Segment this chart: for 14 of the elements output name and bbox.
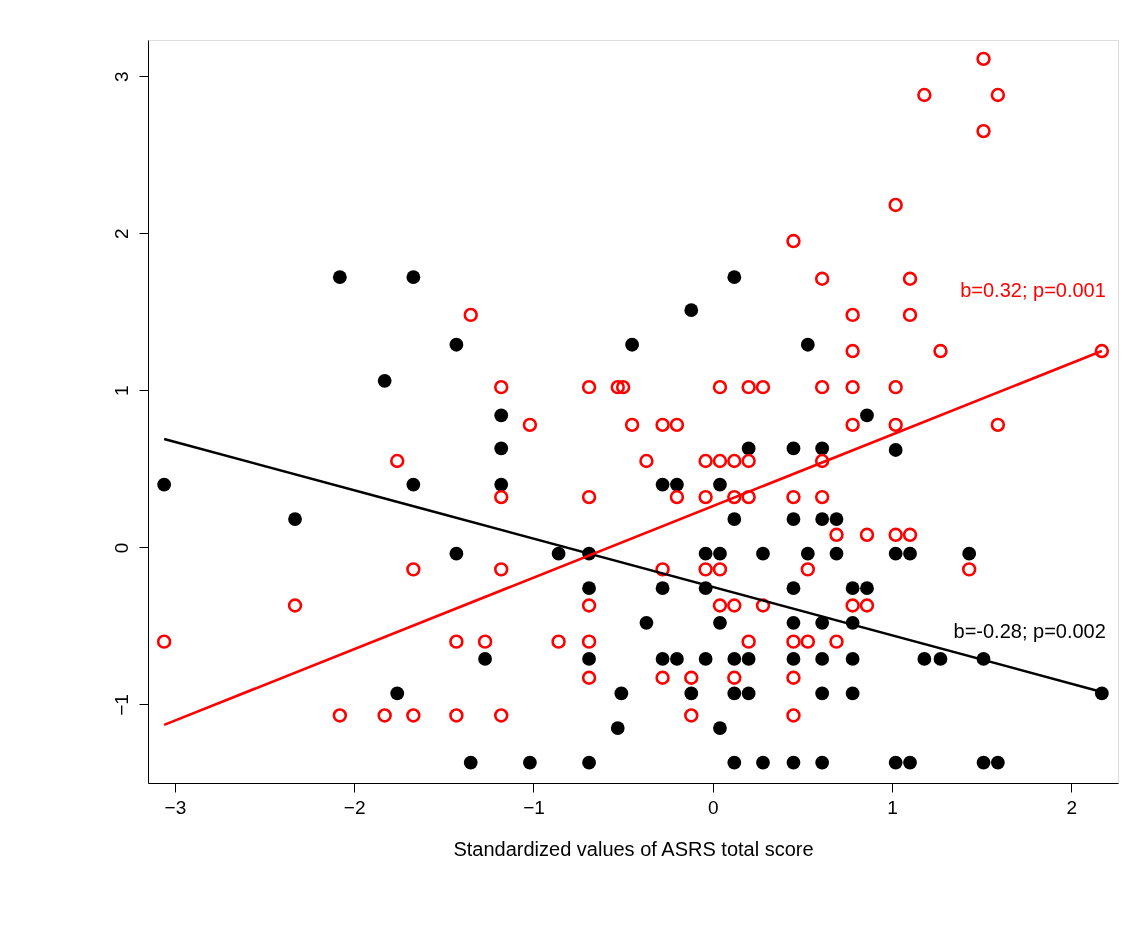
text: b=0.32; p=0.001 <box>960 279 1106 302</box>
y-tick-label: 0 <box>110 542 132 554</box>
series-label: b=-0.28; p=0.002 <box>953 619 1106 642</box>
x-tick-label: −1 <box>523 796 545 818</box>
y-tick-label: 2 <box>110 228 132 239</box>
x-tick-label: −2 <box>343 796 366 818</box>
x-tick-label: 1 <box>887 796 898 818</box>
x-tick-label: 2 <box>1066 796 1078 818</box>
y-tick-label: 3 <box>110 71 132 82</box>
x-axis-title: Standardized values of ASRS total score <box>453 837 814 860</box>
x-tick-label: 0 <box>708 796 719 818</box>
x-tick-label: −3 <box>164 796 187 818</box>
y-tick-label: 1 <box>110 385 132 397</box>
y-tick-label: −1 <box>110 694 132 716</box>
